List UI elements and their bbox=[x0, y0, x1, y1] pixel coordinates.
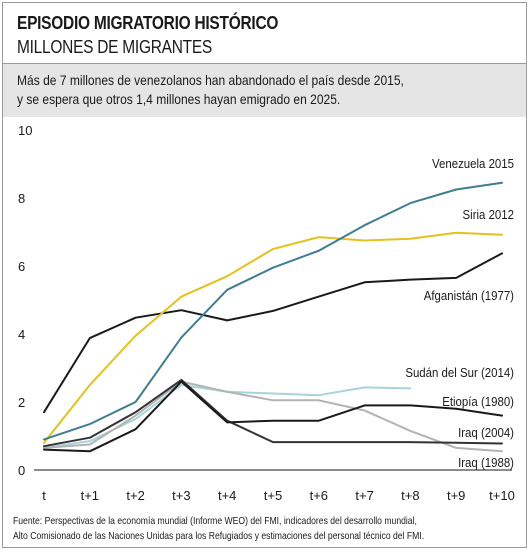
summary-line-1: Más de 7 millones de venezolanos han aba… bbox=[17, 72, 404, 88]
series-label: Siria 2012 bbox=[463, 207, 515, 222]
series-line bbox=[43, 380, 503, 453]
x-tick-label: t+2 bbox=[126, 488, 144, 503]
header: EPISODIO MIGRATORIO HISTÓRICO MILLONES D… bbox=[3, 3, 526, 61]
x-tick-label: t+10 bbox=[489, 488, 515, 503]
x-tick-label: t+7 bbox=[355, 488, 373, 503]
x-tick-label: t bbox=[42, 488, 46, 503]
series-line bbox=[43, 252, 503, 414]
series-line bbox=[43, 231, 503, 444]
series-label: Venezuela 2015 bbox=[432, 156, 514, 171]
y-tick-label: 10 bbox=[18, 123, 32, 138]
y-tick-label: 0 bbox=[18, 463, 25, 478]
summary-line-2: y se espera que otros 1,4 millones hayan… bbox=[17, 91, 341, 107]
x-tick-label: t+4 bbox=[218, 488, 236, 503]
chart-title: EPISODIO MIGRATORIO HISTÓRICO bbox=[17, 13, 279, 33]
summary-band: Más de 7 millones de venezolanos han aba… bbox=[3, 63, 526, 117]
x-tick-label: t+9 bbox=[447, 488, 465, 503]
series-line bbox=[43, 380, 503, 453]
series-label: Sudán del Sur (2014) bbox=[405, 365, 514, 380]
source-line-2: Alto Comisionado de las Naciones Unidas … bbox=[13, 530, 425, 542]
x-tick-label: t+1 bbox=[81, 488, 99, 503]
x-tick-label: t+5 bbox=[264, 488, 282, 503]
chart-subtitle: MILLONES DE MIGRANTES bbox=[17, 37, 213, 57]
series-line bbox=[43, 181, 503, 441]
y-tick-label: 8 bbox=[18, 191, 25, 206]
x-tick-label: t+8 bbox=[401, 488, 419, 503]
source-line-1: Fuente: Perspectivas de la economía mund… bbox=[13, 515, 417, 527]
series-label: Iraq (2004) bbox=[458, 425, 514, 440]
series-label: Afganistán (1977) bbox=[424, 288, 514, 303]
y-tick-label: 6 bbox=[18, 259, 25, 274]
chart-frame: EPISODIO MIGRATORIO HISTÓRICO MILLONES D… bbox=[2, 2, 527, 548]
series-label: Iraq (1988) bbox=[458, 455, 514, 470]
y-tick-label: 2 bbox=[18, 395, 25, 410]
x-tick-label: t+6 bbox=[310, 488, 328, 503]
series-line bbox=[43, 378, 503, 448]
x-tick-label: t+3 bbox=[172, 488, 190, 503]
y-tick-label: 4 bbox=[18, 327, 25, 342]
series-label: Etiopía (1980) bbox=[442, 394, 514, 409]
